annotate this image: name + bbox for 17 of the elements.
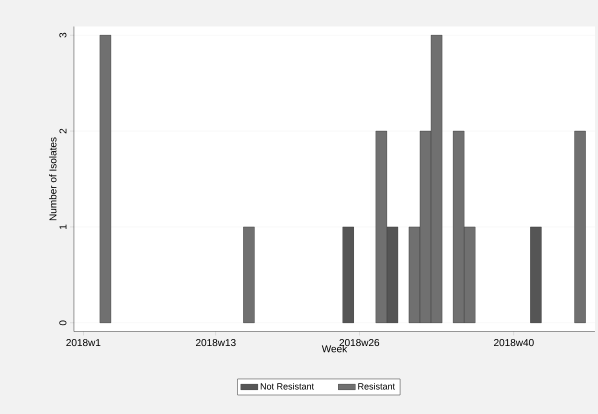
y-tick-label: 3 bbox=[59, 32, 66, 38]
bar bbox=[342, 226, 354, 324]
x-tick-label: 2018w1 bbox=[66, 339, 100, 346]
bar bbox=[574, 130, 586, 324]
x-axis-title: Week bbox=[322, 344, 348, 352]
x-tick-label: 2018w40 bbox=[494, 339, 534, 346]
x-tick-label: 2018w26 bbox=[340, 339, 380, 346]
legend-label: Not Resistant bbox=[260, 382, 314, 390]
y-axis-title: Number of Isolates bbox=[49, 137, 56, 220]
y-tick-label: 2 bbox=[59, 128, 66, 134]
bar bbox=[530, 226, 542, 324]
bar bbox=[243, 226, 255, 324]
legend-label: Resistant bbox=[358, 382, 395, 390]
y-tick-label: 1 bbox=[60, 224, 66, 229]
x-tick-label: 2018w13 bbox=[196, 339, 236, 346]
y-tick-label: 0 bbox=[59, 320, 66, 326]
bar bbox=[100, 34, 112, 324]
